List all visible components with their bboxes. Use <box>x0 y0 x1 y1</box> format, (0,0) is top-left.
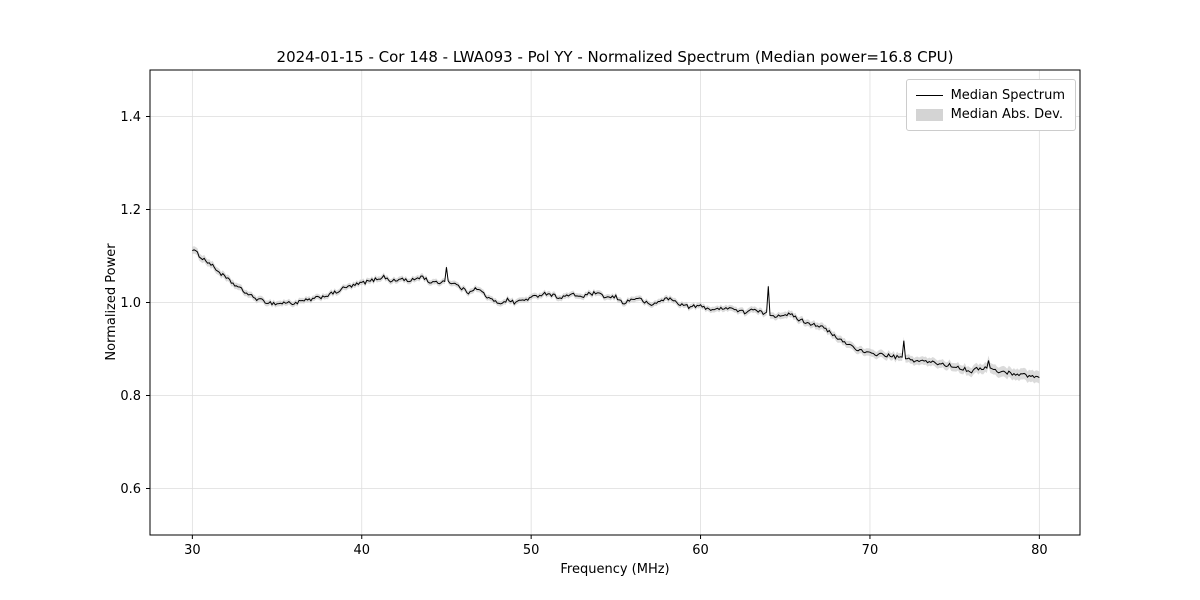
chart-title: 2024-01-15 - Cor 148 - LWA093 - Pol YY -… <box>276 48 954 66</box>
legend-item-median-spectrum: Median Spectrum <box>915 86 1065 105</box>
y-tick-label: 1.4 <box>120 110 141 125</box>
y-tick-label: 0.6 <box>120 482 141 497</box>
legend-label-median-abs-dev: Median Abs. Dev. <box>950 107 1064 122</box>
y-tick-label: 1.2 <box>120 203 141 218</box>
legend-label-median-spectrum: Median Spectrum <box>950 88 1065 103</box>
median-spectrum-line-swatch <box>915 95 943 96</box>
x-tick-label: 30 <box>184 543 201 558</box>
median-spectrum-line <box>192 249 1040 379</box>
x-tick-label: 70 <box>862 543 879 558</box>
y-tick-label: 1.0 <box>120 296 141 311</box>
x-tick-label: 40 <box>353 543 370 558</box>
x-axis-label: Frequency (MHz) <box>560 562 670 577</box>
ticks <box>146 116 1040 539</box>
tick-labels: 30 40 50 60 70 80 0.6 0.8 1.0 1.2 1.4 <box>120 110 1047 558</box>
x-tick-label: 80 <box>1031 543 1048 558</box>
x-tick-label: 50 <box>523 543 540 558</box>
mad-band <box>192 246 1040 384</box>
legend-item-median-abs-dev: Median Abs. Dev. <box>915 105 1065 124</box>
median-abs-dev-patch-swatch <box>915 108 943 121</box>
legend: Median Spectrum Median Abs. Dev. <box>905 79 1076 131</box>
y-tick-label: 0.8 <box>120 389 141 404</box>
x-tick-label: 60 <box>692 543 709 558</box>
y-axis-label: Normalized Power <box>104 243 119 361</box>
